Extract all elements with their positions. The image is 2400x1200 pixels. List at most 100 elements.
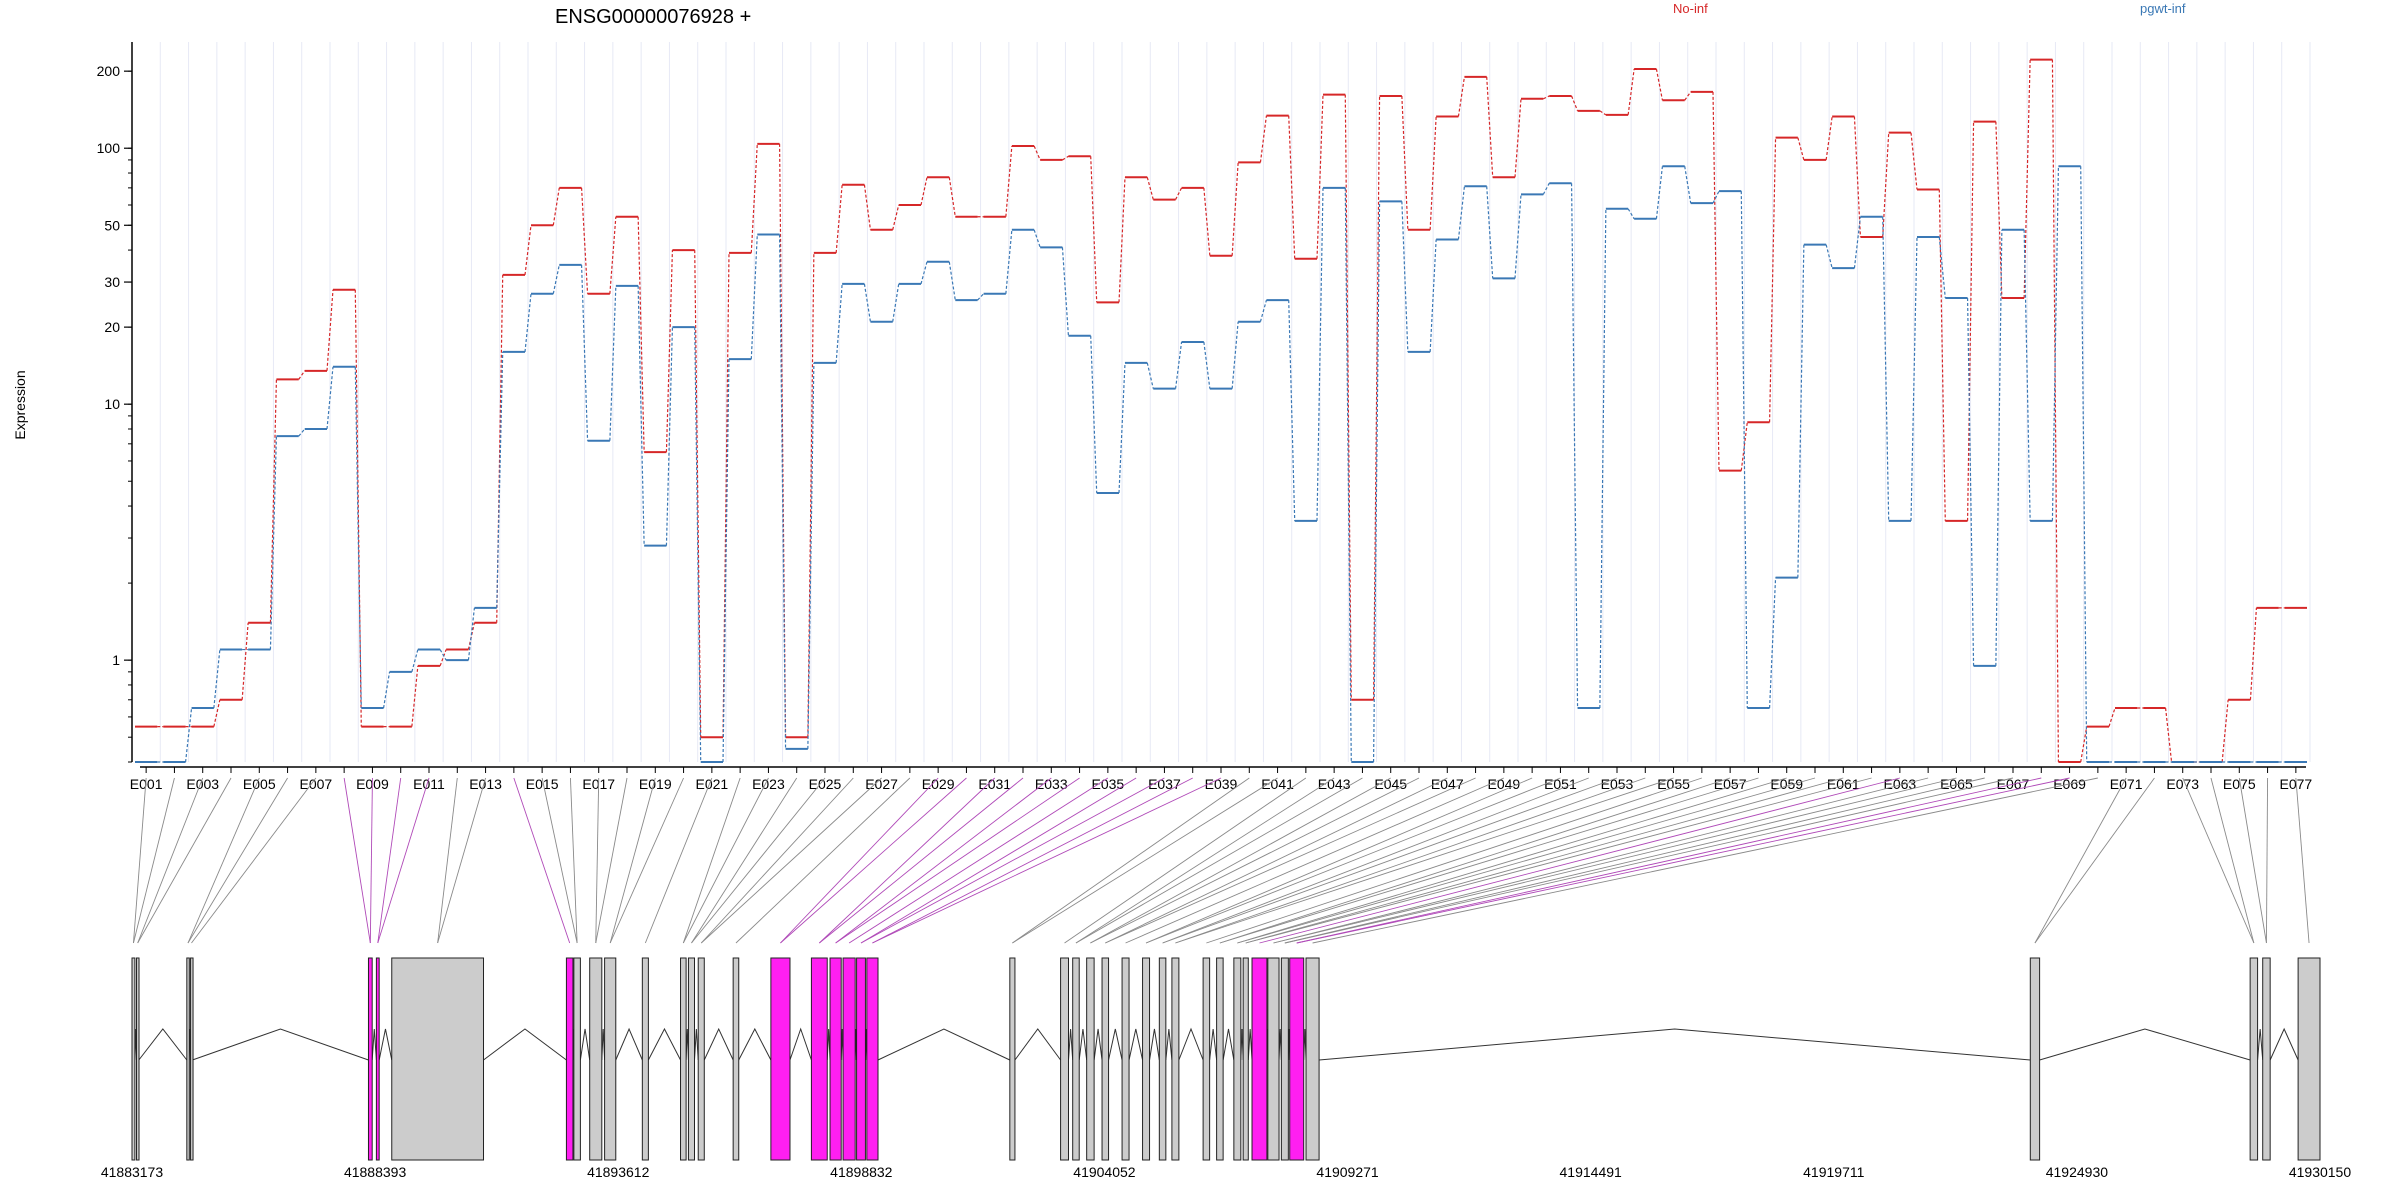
intron-line xyxy=(877,1028,1011,1061)
exon-block xyxy=(1216,957,1224,1161)
exon-connector xyxy=(682,777,741,944)
exon-block xyxy=(1289,957,1305,1161)
exon-block xyxy=(1233,957,1242,1161)
x-tick-label: E019 xyxy=(639,776,672,792)
exon-connector xyxy=(1284,777,2014,944)
exon-connector xyxy=(1273,777,1929,944)
exon-connector xyxy=(1090,777,1391,944)
series-connector xyxy=(1543,95,1550,100)
genomic-tick-label: 41919711 xyxy=(1803,1164,1864,1180)
series-connector xyxy=(1882,216,1890,521)
intron-line xyxy=(483,1028,567,1061)
exon-connector xyxy=(2295,777,2310,944)
exon-block xyxy=(810,957,828,1161)
series-lines xyxy=(135,58,2307,763)
series-connector xyxy=(1655,68,1664,101)
intron-line xyxy=(2039,1028,2251,1061)
series-connector xyxy=(1768,137,1777,423)
intron-line xyxy=(1165,1028,1173,1061)
x-tick-label: E053 xyxy=(1601,776,1634,792)
series-connector xyxy=(1231,162,1239,256)
exon-connector xyxy=(1237,777,1787,944)
series-connector xyxy=(609,285,617,441)
series-connector xyxy=(354,289,362,727)
series-connector xyxy=(1033,229,1041,248)
series-connector xyxy=(637,216,645,453)
exon-connector xyxy=(1075,777,1335,944)
exon-connector xyxy=(860,777,1165,944)
series-connector xyxy=(382,671,391,709)
intron-line xyxy=(2269,1027,2299,1061)
series-connector xyxy=(580,264,589,441)
y-axis: 1 10 20 30 50 100 200 xyxy=(97,42,133,763)
series-connector xyxy=(1203,341,1211,389)
series-No-inf xyxy=(135,58,2307,763)
series-connector xyxy=(750,234,758,360)
x-tick-label: E029 xyxy=(922,776,955,792)
vertical-gridlines xyxy=(131,42,2311,762)
series-connector xyxy=(439,649,447,661)
series-connector xyxy=(1853,216,1862,269)
intron-line xyxy=(1319,1028,2031,1061)
series-connector xyxy=(496,351,504,608)
intron-line xyxy=(1247,1028,1253,1061)
series-connector xyxy=(609,216,617,294)
y-tick-label: 1 xyxy=(112,652,120,668)
exon-block xyxy=(604,957,617,1161)
series-connector xyxy=(1995,229,2003,666)
x-tick-label: E051 xyxy=(1544,776,1577,792)
legend-label-pgwt-inf: pgwt-inf xyxy=(2140,1,2186,16)
intron-line xyxy=(579,1028,591,1061)
exon-connector xyxy=(682,777,769,944)
exon-connector xyxy=(437,777,458,944)
exon-connector xyxy=(137,777,204,944)
exon-connector-lines xyxy=(132,777,2310,944)
exon-connector xyxy=(137,777,232,944)
exon-connector xyxy=(644,777,713,944)
series-connector xyxy=(835,184,843,253)
exon-connector xyxy=(2034,777,2155,944)
series-connector xyxy=(2080,166,2088,763)
exon-connector xyxy=(541,777,578,944)
x-tick-label: E033 xyxy=(1035,776,1068,792)
series-connector xyxy=(1259,299,1268,322)
series-connector xyxy=(1486,186,1494,279)
intron-line xyxy=(1222,1028,1235,1061)
exon-connector xyxy=(1206,777,1702,944)
x-tick-label: E039 xyxy=(1205,776,1238,792)
exon-connector xyxy=(1284,777,1985,944)
series-connector xyxy=(1231,321,1239,389)
series-connector xyxy=(722,359,730,763)
exon-connector xyxy=(1145,777,1533,944)
exon-connector xyxy=(609,777,684,944)
series-connector xyxy=(1599,208,1607,709)
exon-connector xyxy=(1162,777,1589,944)
series-connector xyxy=(580,187,589,294)
exon-block xyxy=(1242,957,1249,1161)
series-connector xyxy=(1372,95,1381,700)
intron-line xyxy=(1093,1028,1103,1061)
exon-block xyxy=(136,957,140,1161)
genomic-tick-label: 41893612 xyxy=(587,1164,650,1180)
exon-block xyxy=(1171,957,1180,1161)
exon-block xyxy=(190,957,194,1161)
y-tick-label: 10 xyxy=(104,396,120,412)
series-connector xyxy=(1514,98,1522,178)
series-connector xyxy=(269,436,278,650)
exon-connector xyxy=(377,777,430,944)
y-tick-label: 20 xyxy=(104,319,120,335)
series-connector xyxy=(1457,76,1466,117)
exon-connector xyxy=(1245,777,1844,944)
exon-connector xyxy=(819,777,1024,944)
exon-connector xyxy=(848,777,1109,944)
series-connector xyxy=(1429,116,1437,230)
series-connector xyxy=(2164,707,2173,763)
series-connector xyxy=(2023,229,2031,521)
exon-connector xyxy=(1162,777,1618,944)
x-tick-label: E001 xyxy=(130,776,163,792)
exon-connector xyxy=(1090,777,1420,944)
exon-connector xyxy=(1245,777,1872,944)
series-connector xyxy=(213,699,221,727)
genomic-tick-label: 41909271 xyxy=(1316,1164,1379,1180)
exon-connector xyxy=(1273,777,1957,944)
